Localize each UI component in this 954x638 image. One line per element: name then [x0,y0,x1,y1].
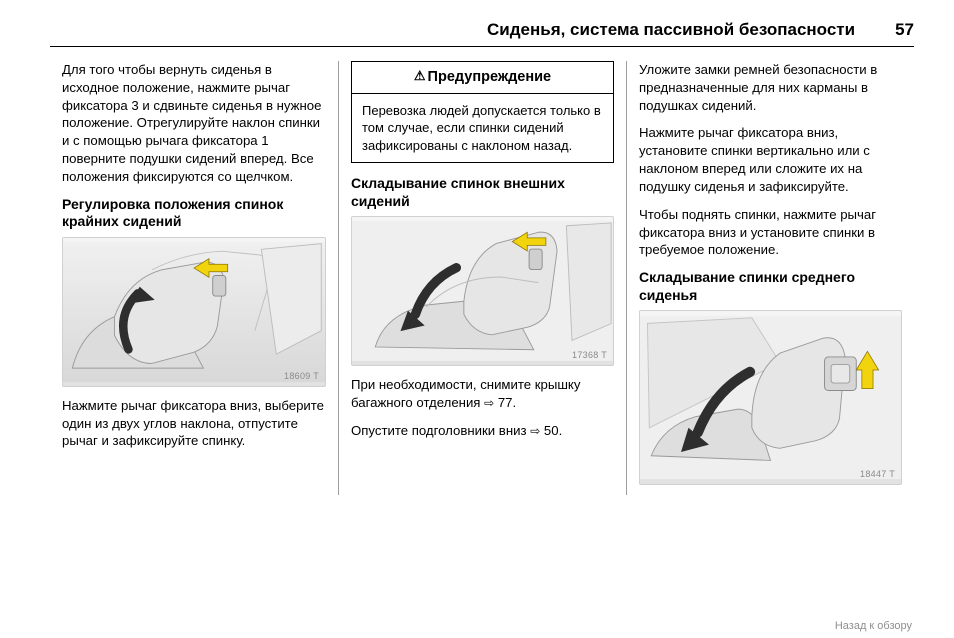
ref-arrow-icon: ⇨ [530,423,540,439]
illus-code-2: 17368 T [572,349,607,361]
header-title: Сиденья, система пассивной безопасности [487,20,855,40]
col2-subhead: Складывание спинок внешних сидений [351,175,614,210]
col1-para2: Нажмите рычаг фиксатора вниз, выберите о… [62,397,326,450]
col3-para1: Уложите замки ремней безопасности в пред… [639,61,902,114]
col2-para2: Опустите подголовники вниз ⇨ 50. [351,422,614,440]
content-columns: Для того чтобы вернуть сиденья в исходно… [50,61,914,495]
col1-subhead: Регулировка положения спинок крайних сид… [62,196,326,231]
ref-arrow-icon: ⇨ [484,395,494,411]
col1-para1: Для того чтобы вернуть сиденья в исходно… [62,61,326,186]
warning-title: ⚠Предупреждение [352,62,613,94]
column-2: ⚠Предупреждение Перевозка людей допускае… [338,61,626,495]
illustration-seat-fold-center: 18447 T [639,310,902,485]
page-header: Сиденья, система пассивной безопасности … [50,20,914,47]
col3-para2: Нажмите рычаг фиксатора вниз, установите… [639,124,902,195]
illustration-seat-fold-outer: 17368 T [351,216,614,366]
back-to-overview-link[interactable]: Назад к обзору [835,620,912,632]
illus-code-1: 18609 T [284,370,319,382]
seat-fold-center-svg [640,311,901,484]
seat-fold-outer-svg [352,217,613,365]
col2-para2-a: Опустите подголовники вниз [351,423,530,438]
warning-icon: ⚠ [414,67,426,85]
col3-subhead: Складывание спинки среднего сиденья [639,269,902,304]
col2-para1-b: 77. [494,395,516,410]
col3-para3: Чтобы поднять спинки, нажмите рычаг фикс… [639,206,902,259]
column-1: Для того чтобы вернуть сиденья в исходно… [50,61,338,495]
col2-para1-a: При необходимости, снимите крышку багажн… [351,377,580,410]
warning-title-text: Предупреждение [428,69,552,85]
warning-body: Перевозка людей допускается только в том… [352,94,613,163]
header-page-number: 57 [895,20,914,40]
seat-recline-svg [63,238,325,386]
col2-para1: При необходимости, снимите крышку багажн… [351,376,614,412]
warning-box: ⚠Предупреждение Перевозка людей допускае… [351,61,614,163]
illustration-seat-recline: 18609 T [62,237,326,387]
column-3: Уложите замки ремней безопасности в пред… [626,61,914,495]
col2-para2-b: 50. [540,423,562,438]
illus-code-3: 18447 T [860,468,895,480]
